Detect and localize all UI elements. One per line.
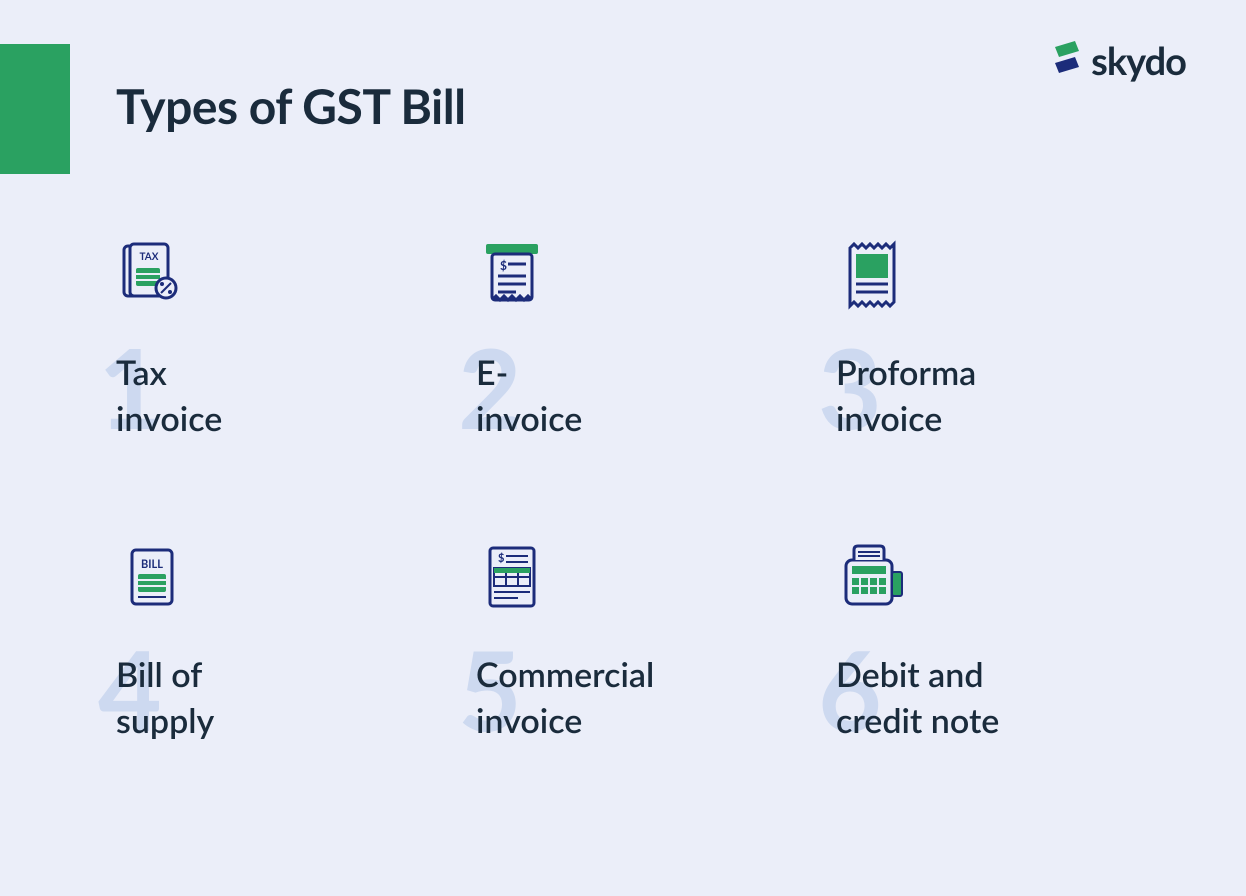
accent-bar (0, 44, 70, 174)
card-bill-supply: BILL 4 Bill of supply (116, 542, 416, 744)
card-debit-credit: 6 Debit and credit note (836, 542, 1136, 744)
e-invoice-icon: $ (476, 240, 776, 320)
page-title: Types of GST Bill (116, 78, 466, 135)
item-label: Tax invoice (116, 350, 356, 442)
svg-text:$: $ (498, 552, 504, 565)
bill-supply-icon: BILL (116, 542, 416, 622)
brand-name: skydo (1091, 38, 1186, 84)
card-e-invoice: $ 2 E- invoice (476, 240, 776, 442)
brand-logo: skydo (1051, 38, 1186, 84)
svg-text:$: $ (500, 258, 507, 273)
card-commercial: $ 5 Commercial invoice (476, 542, 776, 744)
item-label: E- invoice (476, 350, 716, 442)
commercial-icon: $ (476, 542, 776, 622)
svg-text:BILL: BILL (141, 558, 163, 571)
card-tax-invoice: TAX 1 Tax invoice (116, 240, 416, 442)
items-grid: TAX 1 Tax invoice $ (116, 240, 1136, 744)
item-label: Proforma invoice (836, 350, 1076, 442)
item-label: Debit and credit note (836, 652, 1076, 744)
svg-text:TAX: TAX (140, 251, 159, 263)
item-label: Commercial invoice (476, 652, 716, 744)
card-proforma: 3 Proforma invoice (836, 240, 1136, 442)
item-label: Bill of supply (116, 652, 356, 744)
proforma-icon (836, 240, 1136, 320)
debit-credit-icon (836, 542, 1136, 622)
tax-invoice-icon: TAX (116, 240, 416, 320)
logo-mark-icon (1051, 41, 1083, 81)
